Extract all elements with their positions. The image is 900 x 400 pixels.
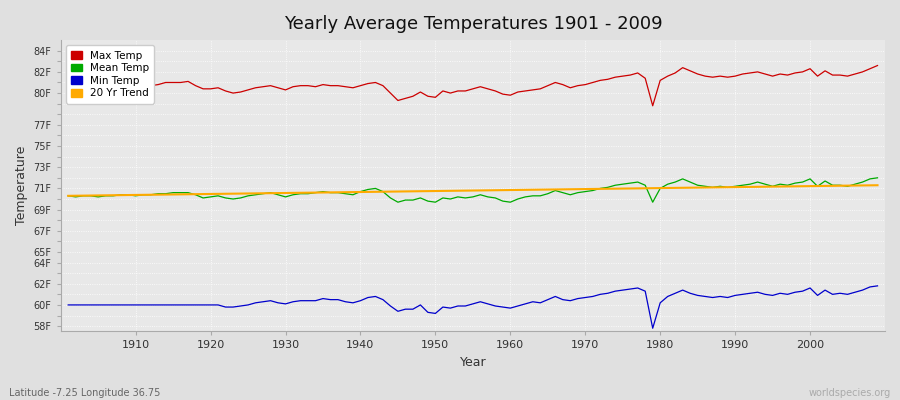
Text: worldspecies.org: worldspecies.org <box>809 388 891 398</box>
Y-axis label: Temperature: Temperature <box>15 146 28 226</box>
Title: Yearly Average Temperatures 1901 - 2009: Yearly Average Temperatures 1901 - 2009 <box>284 15 662 33</box>
Legend: Max Temp, Mean Temp, Min Temp, 20 Yr Trend: Max Temp, Mean Temp, Min Temp, 20 Yr Tre… <box>66 45 154 104</box>
Text: Latitude -7.25 Longitude 36.75: Latitude -7.25 Longitude 36.75 <box>9 388 160 398</box>
X-axis label: Year: Year <box>460 356 486 369</box>
